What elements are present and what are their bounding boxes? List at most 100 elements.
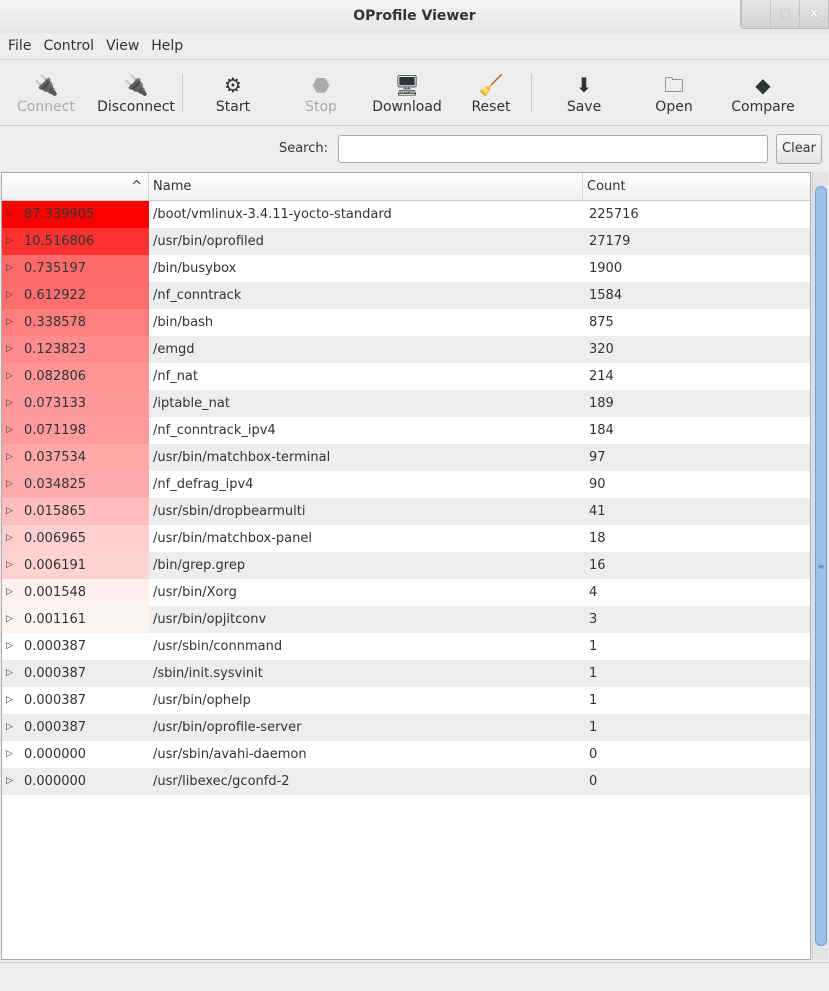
table-row[interactable]: ▷ 0.612922/nf_conntrack 1584 [2,282,810,309]
percent-cell: ▷ 0.000387 [2,660,149,687]
connect-button[interactable]: 🔌 Connect [0,62,92,124]
percent-value: 0.000000 [24,774,87,789]
percent-value: 0.034825 [24,477,87,492]
expander-triangle-icon[interactable]: ▷ [6,668,13,678]
stop-button[interactable]: ⬣ Stop [281,62,361,124]
save-button[interactable]: ⬇ Save [534,62,634,124]
table-row[interactable]: ▷ 0.006191/bin/grep.grep 16 [2,552,810,579]
table-row[interactable]: ▷ 0.000000/usr/sbin/avahi-daemon 0 [2,741,810,768]
search-row: Search: Clear [0,126,829,171]
minimize-button[interactable]: _ [741,0,770,28]
menu-help[interactable]: Help [151,38,184,54]
percent-cell: ▷ 0.037534 [2,444,149,471]
search-input[interactable] [338,134,768,163]
expander-triangle-icon[interactable]: ▷ [6,695,13,705]
menu-control[interactable]: Control [43,38,95,54]
expander-triangle-icon[interactable]: ▷ [6,614,13,624]
name-cell: /iptable_nat [153,396,230,411]
table-row[interactable]: ▷ 0.073133/iptable_nat 189 [2,390,810,417]
expander-triangle-icon[interactable]: ▷ [6,236,13,246]
save-icon: ⬇ [575,72,593,97]
table-row[interactable]: ▷ 0.000387/usr/bin/oprofile-server 1 [2,714,810,741]
percent-cell: ▷ 0.006191 [2,552,149,579]
table-row[interactable]: ▷ 0.000387/usr/sbin/connmand 1 [2,633,810,660]
close-button[interactable]: X [799,0,828,28]
expander-triangle-icon[interactable]: ▷ [6,722,13,732]
percent-cell: ▷ 0.015865 [2,498,149,525]
table-row[interactable]: ▷ 0.006965/usr/bin/matchbox-panel 18 [2,525,810,552]
table-row[interactable]: ▷ 10.516806/usr/bin/oprofiled 27179 [2,228,810,255]
scrollbar-thumb[interactable]: ≡ [815,186,827,946]
name-cell: /usr/bin/matchbox-terminal [153,450,331,465]
table-row[interactable]: ▷ 0.015865/usr/sbin/dropbearmulti 41 [2,498,810,525]
expander-triangle-icon[interactable]: ▷ [6,506,13,516]
count-cell: 214 [589,369,614,384]
compare-button[interactable]: ◆ Compare [714,62,812,124]
menu-view[interactable]: View [106,38,140,54]
table-row[interactable]: ▷ 0.037534/usr/bin/matchbox-terminal 97 [2,444,810,471]
expander-triangle-icon[interactable]: ▷ [6,749,13,759]
profile-table: ^ Name Count ▷ 87.339905/boot/vmlinux-3.4… [1,172,811,960]
count-cell: 16 [589,558,606,573]
reset-button[interactable]: 🧹 Reset [453,62,529,124]
column-header-name[interactable]: Name [149,173,583,200]
percent-value: 0.071198 [24,423,87,438]
table-row[interactable]: ▷ 87.339905/boot/vmlinux-3.4.11-yocto-sta… [2,201,810,228]
window-controls: _ □ X [740,0,829,29]
percent-cell: ▷ 87.339905 [2,201,149,228]
expander-triangle-icon[interactable]: ▷ [6,317,13,327]
clear-button[interactable]: Clear [776,133,822,164]
expander-triangle-icon[interactable]: ▷ [6,533,13,543]
vertical-scrollbar[interactable]: ≡ [812,172,828,960]
menu-bar: File Control View Help [0,33,829,60]
count-cell: 1584 [589,288,623,303]
expander-triangle-icon[interactable]: ▷ [6,209,13,219]
column-header-count[interactable]: Count [587,179,626,194]
toolbar: 🔌 Connect 🔌 Disconnect ⚙ Start ⬣ Stop 🖥 Download 🧹… [0,60,829,126]
table-row[interactable]: ▷ 0.001548/usr/bin/Xorg 4 [2,579,810,606]
start-button[interactable]: ⚙ Start [185,62,281,124]
percent-value: 0.001548 [24,585,87,600]
open-button[interactable]: 🗀 Open [634,62,714,124]
table-row[interactable]: ▷ 0.000387/sbin/init.sysvinit 1 [2,660,810,687]
table-row[interactable]: ▷ 0.034825/nf_defrag_ipv4 90 [2,471,810,498]
download-button[interactable]: 🖥 Download [361,62,453,124]
count-cell: 184 [589,423,614,438]
table-row[interactable]: ▷ 0.123823/emgd 320 [2,336,810,363]
column-header-percent[interactable]: ^ [2,173,149,200]
percent-value: 0.082806 [24,369,87,384]
percent-cell: ▷ 0.034825 [2,471,149,498]
expander-triangle-icon[interactable]: ▷ [6,398,13,408]
expander-triangle-icon[interactable]: ▷ [6,452,13,462]
expander-triangle-icon[interactable]: ▷ [6,263,13,273]
stop-icon: ⬣ [312,72,330,97]
table-row[interactable]: ▷ 0.071198/nf_conntrack_ipv4 184 [2,417,810,444]
expander-triangle-icon[interactable]: ▷ [6,371,13,381]
expander-triangle-icon[interactable]: ▷ [6,344,13,354]
percent-cell: ▷ 0.000000 [2,741,149,768]
expander-triangle-icon[interactable]: ▷ [6,425,13,435]
table-row[interactable]: ▷ 0.000000/usr/libexec/gconfd-2 0 [2,768,810,795]
table-row[interactable]: ▷ 0.000387/usr/bin/ophelp 1 [2,687,810,714]
menu-file[interactable]: File [8,38,32,54]
table-row[interactable]: ▷ 0.082806/nf_nat 214 [2,363,810,390]
name-cell: /usr/sbin/connmand [153,639,283,654]
expander-triangle-icon[interactable]: ▷ [6,290,13,300]
table-row[interactable]: ▷ 0.001161/usr/bin/opjitconv 3 [2,606,810,633]
disconnect-button[interactable]: 🔌 Disconnect [92,62,180,124]
download-label: Download [372,98,442,115]
expander-triangle-icon[interactable]: ▷ [6,641,13,651]
table-row[interactable]: ▷ 0.338578/bin/bash 875 [2,309,810,336]
percent-value: 0.015865 [24,504,87,519]
percent-value: 0.000387 [24,666,87,681]
name-cell: /nf_nat [153,369,198,384]
table-row[interactable]: ▷ 0.735197/bin/busybox 1900 [2,255,810,282]
expander-triangle-icon[interactable]: ▷ [6,587,13,597]
maximize-button[interactable]: □ [770,0,799,28]
compare-label: Compare [731,98,795,115]
save-label: Save [566,98,602,115]
expander-triangle-icon[interactable]: ▷ [6,776,13,786]
expander-triangle-icon[interactable]: ▷ [6,560,13,570]
expander-triangle-icon[interactable]: ▷ [6,479,13,489]
count-cell: 90 [589,477,606,492]
